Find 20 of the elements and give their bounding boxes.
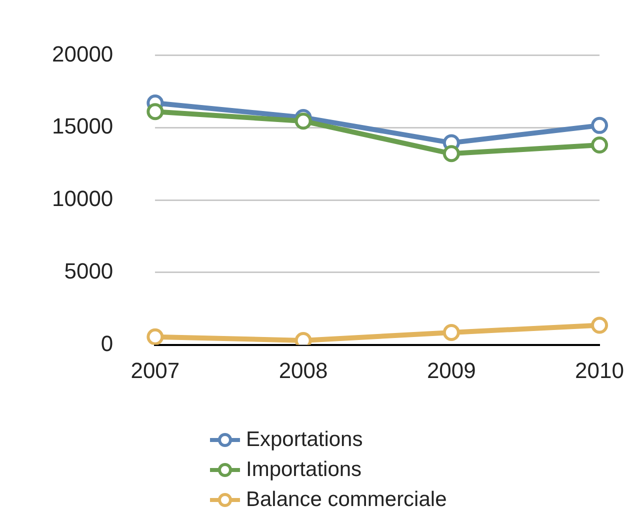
y-tick-label: 10000 [52,186,114,212]
point [294,112,312,130]
y-tick-label: 20000 [52,41,114,66]
legend-label: Balance commerciale [246,488,447,512]
y-tick-label: 0 [100,330,114,356]
x-tick-label: 2009 [426,358,476,384]
point [146,103,164,120]
point [591,116,608,134]
legend-label: Importations [246,458,362,482]
point [442,145,460,162]
point [146,328,164,345]
y-tick-label: 5000 [64,258,114,284]
legend-label: Exportations [246,428,363,452]
x-tick-label: 2007 [130,358,180,384]
point [442,324,460,341]
point [591,316,608,334]
point [591,136,608,154]
x-tick-label: 2008 [278,358,328,384]
y-tick-label: 15000 [52,114,114,139]
x-tick-label: 2010 [575,358,624,384]
